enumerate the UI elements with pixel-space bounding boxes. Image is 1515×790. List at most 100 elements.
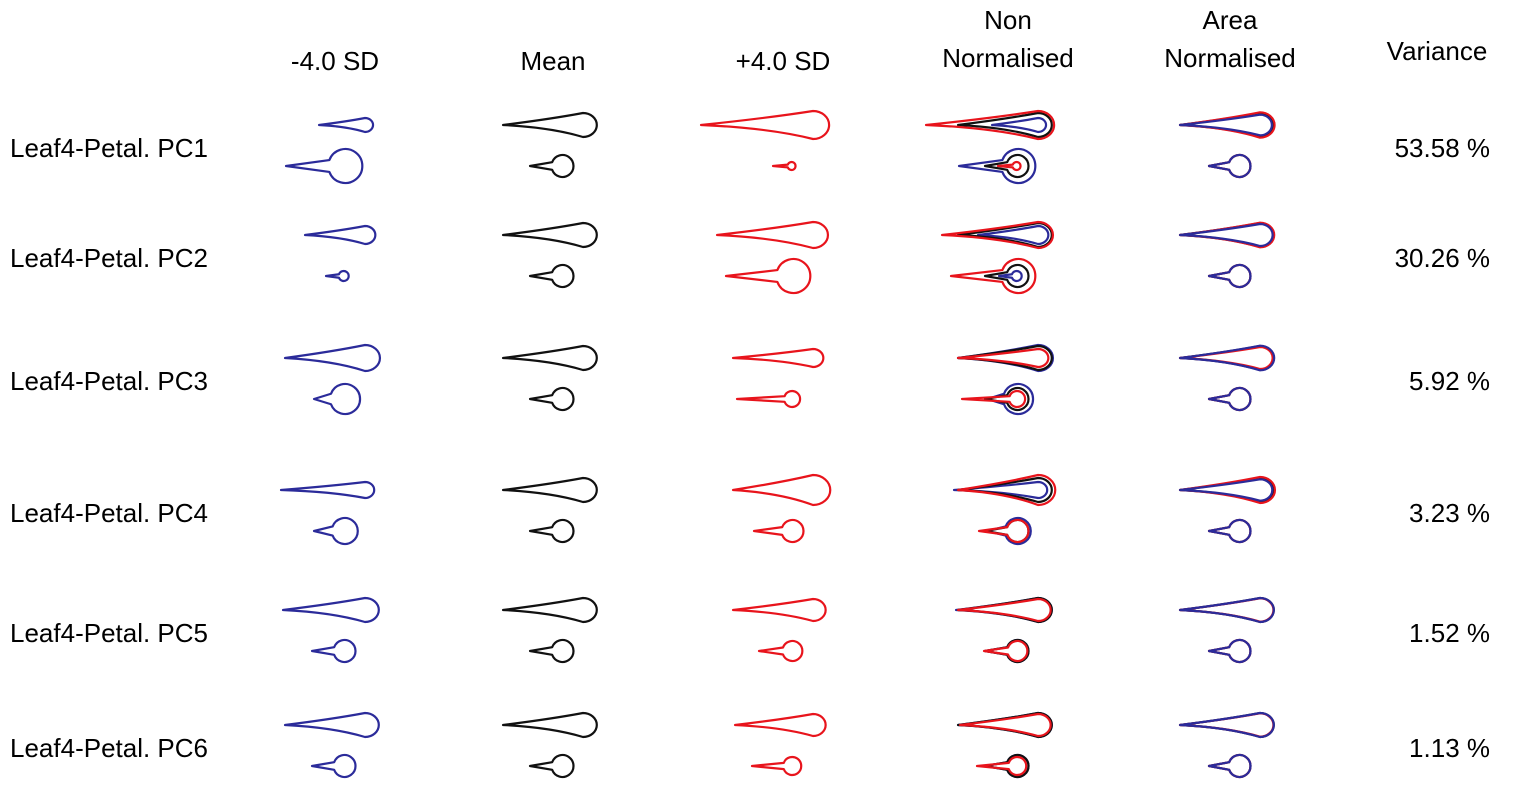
row-label: Leaf4-Petal. PC3	[10, 366, 208, 396]
petal-outline	[985, 388, 1029, 410]
overlay-cell	[942, 222, 1053, 293]
column-header: -4.0 SD	[291, 46, 379, 76]
leaf-outline	[701, 111, 829, 139]
petal-outline	[1209, 640, 1251, 662]
variance-value: 1.13 %	[1409, 733, 1490, 763]
petal-outline	[314, 518, 358, 544]
petal-outline	[1209, 520, 1251, 542]
leaf-outline	[503, 223, 597, 247]
petal-outline	[530, 520, 574, 542]
leaf-outline	[503, 713, 597, 737]
leaf-outline	[319, 118, 373, 132]
petal-outline	[1209, 520, 1251, 542]
petal-outline	[1209, 155, 1251, 177]
overlay-cell	[958, 713, 1052, 777]
petal-outline	[1209, 640, 1251, 662]
leaf-outline	[283, 598, 379, 622]
shape-cell	[735, 714, 826, 775]
petal-outline	[752, 757, 801, 775]
variance-value: 3.23 %	[1409, 498, 1490, 528]
column-header: +4.0 SD	[736, 46, 831, 76]
petal-outline	[312, 755, 356, 777]
column-header: Variance	[1387, 36, 1488, 66]
petal-outline	[1209, 265, 1251, 287]
leaf-outline	[1180, 346, 1274, 371]
petal-outline	[759, 641, 802, 661]
petal-outline	[530, 755, 574, 777]
leaf-outline	[926, 111, 1054, 139]
overlay-cell	[1180, 112, 1275, 177]
column-header: Normalised	[942, 43, 1074, 73]
petal-outline	[1209, 640, 1251, 662]
shape-cell	[503, 478, 597, 542]
overlay-cell	[954, 475, 1055, 544]
variance-value: 53.58 %	[1395, 133, 1490, 163]
row-label: Leaf4-Petal. PC5	[10, 618, 208, 648]
petal-outline	[314, 384, 360, 414]
overlay-cell	[958, 345, 1053, 414]
petal-outline	[1209, 755, 1251, 777]
leaf-outline	[503, 346, 597, 370]
overlay-cell	[926, 111, 1054, 183]
leaf-outline	[1180, 713, 1274, 737]
petal-outline	[737, 391, 800, 407]
leaf-outline	[733, 475, 830, 505]
leaf-outline	[503, 478, 597, 502]
leaf-outline	[285, 345, 380, 371]
petal-outline	[286, 149, 362, 183]
shape-cell	[503, 223, 597, 287]
petal-outline	[530, 265, 574, 287]
variance-value: 5.92 %	[1409, 366, 1490, 396]
leaf-outline	[503, 598, 597, 622]
column-header: Non	[984, 5, 1032, 35]
shape-cell	[503, 713, 597, 777]
shape-cell	[285, 345, 380, 414]
petal-outline	[979, 520, 1029, 542]
petal-outline	[312, 640, 356, 662]
leaf-outline	[281, 482, 374, 498]
overlay-cell	[1180, 223, 1274, 287]
overlay-cell	[1180, 477, 1275, 542]
petal-outline	[1209, 388, 1251, 410]
petal-outline	[726, 259, 810, 293]
row-label: Leaf4-Petal. PC6	[10, 733, 208, 763]
shape-cell	[733, 475, 830, 542]
shape-cell	[503, 598, 597, 662]
leaf-outline	[717, 222, 828, 248]
petal-outline	[530, 155, 574, 177]
row-label: Leaf4-Petal. PC1	[10, 133, 208, 163]
petal-outline	[977, 757, 1026, 775]
leaf-outline	[285, 713, 379, 737]
shape-cell	[283, 598, 379, 662]
column-header: Area	[1203, 5, 1258, 35]
petal-outline	[1209, 520, 1251, 542]
shape-cell	[281, 482, 374, 544]
petal-outline	[1209, 155, 1251, 177]
shape-cell	[286, 118, 373, 183]
column-header: Normalised	[1164, 43, 1296, 73]
column-header: Mean	[520, 46, 585, 76]
petal-outline	[1209, 755, 1251, 777]
shape-cell	[717, 222, 828, 293]
petal-outline	[530, 640, 574, 662]
shape-cell	[701, 111, 829, 170]
shape-cell	[733, 349, 823, 407]
petal-outline	[1209, 388, 1251, 410]
leaf-outline	[733, 599, 826, 621]
variance-value: 1.52 %	[1409, 618, 1490, 648]
overlay-cell	[1180, 346, 1274, 410]
leaf-outline	[958, 599, 1051, 621]
petal-outline	[984, 641, 1027, 661]
petal-outline	[1209, 265, 1251, 287]
leaf-outline	[503, 113, 597, 137]
leaf-outline	[960, 714, 1051, 736]
figure: -4.0 SD Mean +4.0 SD Non Normalised Area Norma…	[0, 0, 1515, 790]
overlay-cell	[1180, 598, 1274, 662]
leaf-outline	[305, 226, 375, 244]
petal-outline	[530, 388, 574, 410]
petal-outline	[326, 271, 349, 281]
shape-cell	[733, 599, 826, 661]
leaf-outline	[733, 349, 823, 367]
petal-outline	[1209, 265, 1251, 287]
row-label: Leaf4-Petal. PC2	[10, 243, 208, 273]
